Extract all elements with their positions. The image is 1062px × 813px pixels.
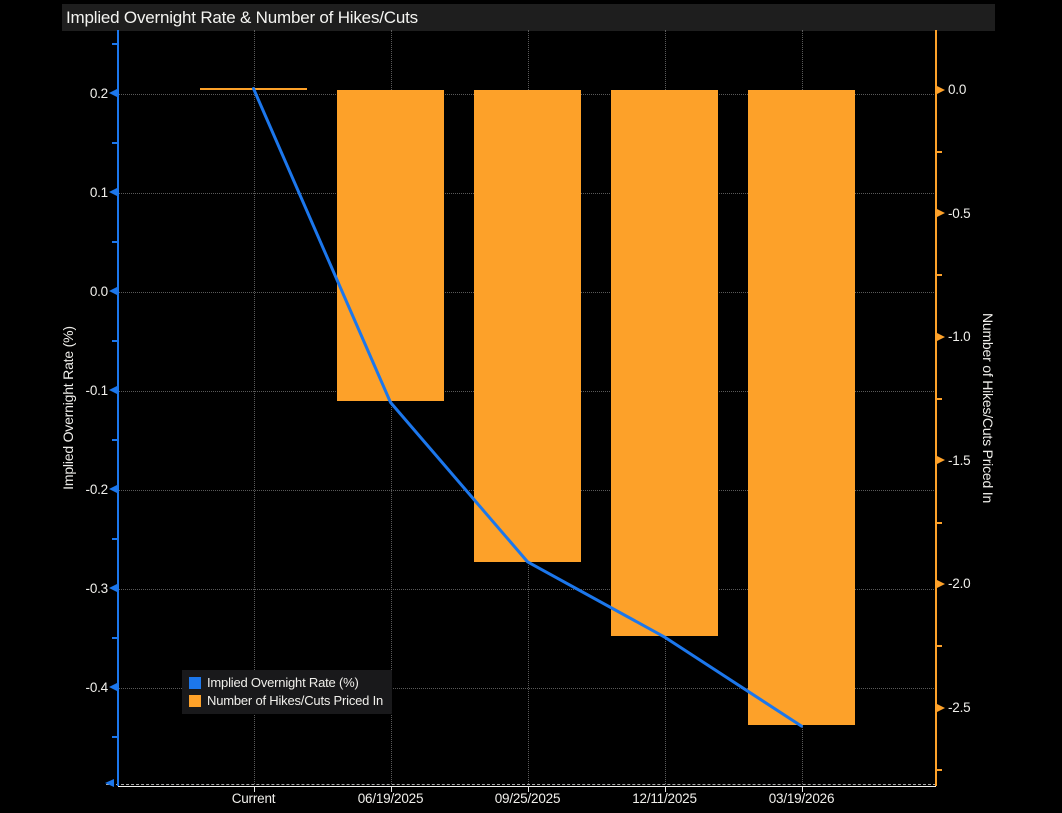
left-axis-minor-tick	[112, 340, 118, 342]
x-axis-label-current: Current	[231, 791, 276, 806]
x-axis-label-06-19-2025: 06/19/2025	[357, 791, 424, 806]
left-axis-tick-arrow	[109, 485, 117, 493]
left-axis-tick-arrow	[109, 89, 117, 97]
right-axis-tick-label: -1.5	[948, 452, 971, 468]
bar-09-25-2025	[474, 90, 581, 563]
legend-swatch-line-series	[189, 676, 201, 689]
left-axis-minor-tick	[112, 439, 118, 441]
right-axis-tick-arrow	[937, 456, 945, 465]
left-axis-tick-arrow	[109, 584, 117, 592]
x-axis-tick	[390, 786, 392, 792]
right-axis-tick-arrow	[937, 579, 945, 588]
gridline-horizontal	[118, 588, 936, 590]
right-axis-tick-arrow	[937, 209, 945, 218]
left-axis-tick-label: 0.0	[89, 283, 108, 299]
left-axis-tick-arrow	[109, 386, 117, 394]
legend-item-hikes-cuts[interactable]: Number of Hikes/Cuts Priced In	[189, 693, 383, 708]
left-axis-tick-arrow	[109, 683, 117, 691]
legend: Implied Overnight Rate (%) Number of Hik…	[182, 670, 393, 714]
right-axis-tick-arrow	[937, 703, 945, 712]
right-axis-minor-tick	[936, 645, 942, 648]
right-axis-minor-tick	[936, 274, 942, 277]
x-axis-tick	[801, 786, 803, 792]
x-axis-label-03-19-2026: 03/19/2026	[768, 791, 835, 806]
left-axis-line	[117, 30, 119, 786]
left-axis-minor-tick	[112, 538, 118, 540]
gridline-horizontal	[118, 687, 936, 689]
right-axis-minor-tick	[936, 768, 942, 771]
left-axis-tick-label: -0.4	[85, 679, 109, 695]
right-axis-minor-tick	[936, 521, 942, 524]
gridline-vertical	[390, 30, 392, 784]
legend-item-implied-overnight-rate[interactable]: Implied Overnight Rate (%)	[189, 675, 383, 690]
right-axis-line	[935, 30, 937, 786]
chart-title-bar: Implied Overnight Rate & Number of Hikes…	[62, 4, 995, 31]
chart-title: Implied Overnight Rate & Number of Hikes…	[66, 7, 418, 27]
left-axis-minor-tick	[112, 637, 118, 639]
x-axis-label-09-25-2025: 09/25/2025	[494, 791, 561, 806]
x-axis-dashed-baseline	[106, 783, 936, 785]
x-axis-tick	[527, 786, 529, 792]
right-axis-tick-label: -2.0	[948, 576, 971, 592]
left-axis-minor-tick	[112, 142, 118, 144]
left-axis-tick-label: -0.1	[85, 382, 109, 398]
x-axis-label-12-11-2025: 12/11/2025	[632, 791, 697, 806]
right-axis-minor-tick	[936, 398, 942, 400]
left-axis-tick-arrow	[109, 188, 117, 196]
x-axis-line	[118, 786, 936, 787]
x-axis-tick	[664, 786, 666, 792]
legend-swatch-bar-series	[189, 694, 201, 707]
right-axis-tick-label: -1.0	[948, 329, 971, 345]
bar-06-19-2025	[337, 90, 444, 402]
x-axis-tick	[253, 786, 255, 792]
legend-label: Implied Overnight Rate (%)	[207, 675, 359, 690]
left-axis-tick-label: 0.2	[89, 85, 108, 101]
right-axis-tick-label: 0.0	[948, 82, 967, 97]
right-axis-tick-arrow	[937, 85, 945, 94]
left-axis-tick-label: -0.2	[85, 481, 109, 497]
left-axis-minor-tick	[112, 241, 118, 243]
left-axis-minor-tick	[112, 736, 118, 738]
right-axis-minor-tick	[936, 150, 942, 153]
left-axis-tick-label: 0.1	[89, 184, 108, 200]
bar-12-11-2025	[611, 90, 718, 637]
x-axis-end-arrow	[105, 779, 114, 787]
gridline-vertical	[253, 30, 255, 784]
bar-03-19-2026	[748, 90, 855, 726]
right-axis-tick-arrow	[937, 332, 945, 341]
left-axis-tick-label: -0.3	[85, 580, 109, 596]
right-axis-tick-label: -2.5	[948, 700, 971, 715]
right-axis-tick-label: -0.5	[948, 205, 971, 221]
left-axis-minor-tick	[112, 43, 118, 45]
left-axis-tick-arrow	[109, 287, 117, 295]
legend-label: Number of Hikes/Cuts Priced In	[207, 693, 384, 708]
